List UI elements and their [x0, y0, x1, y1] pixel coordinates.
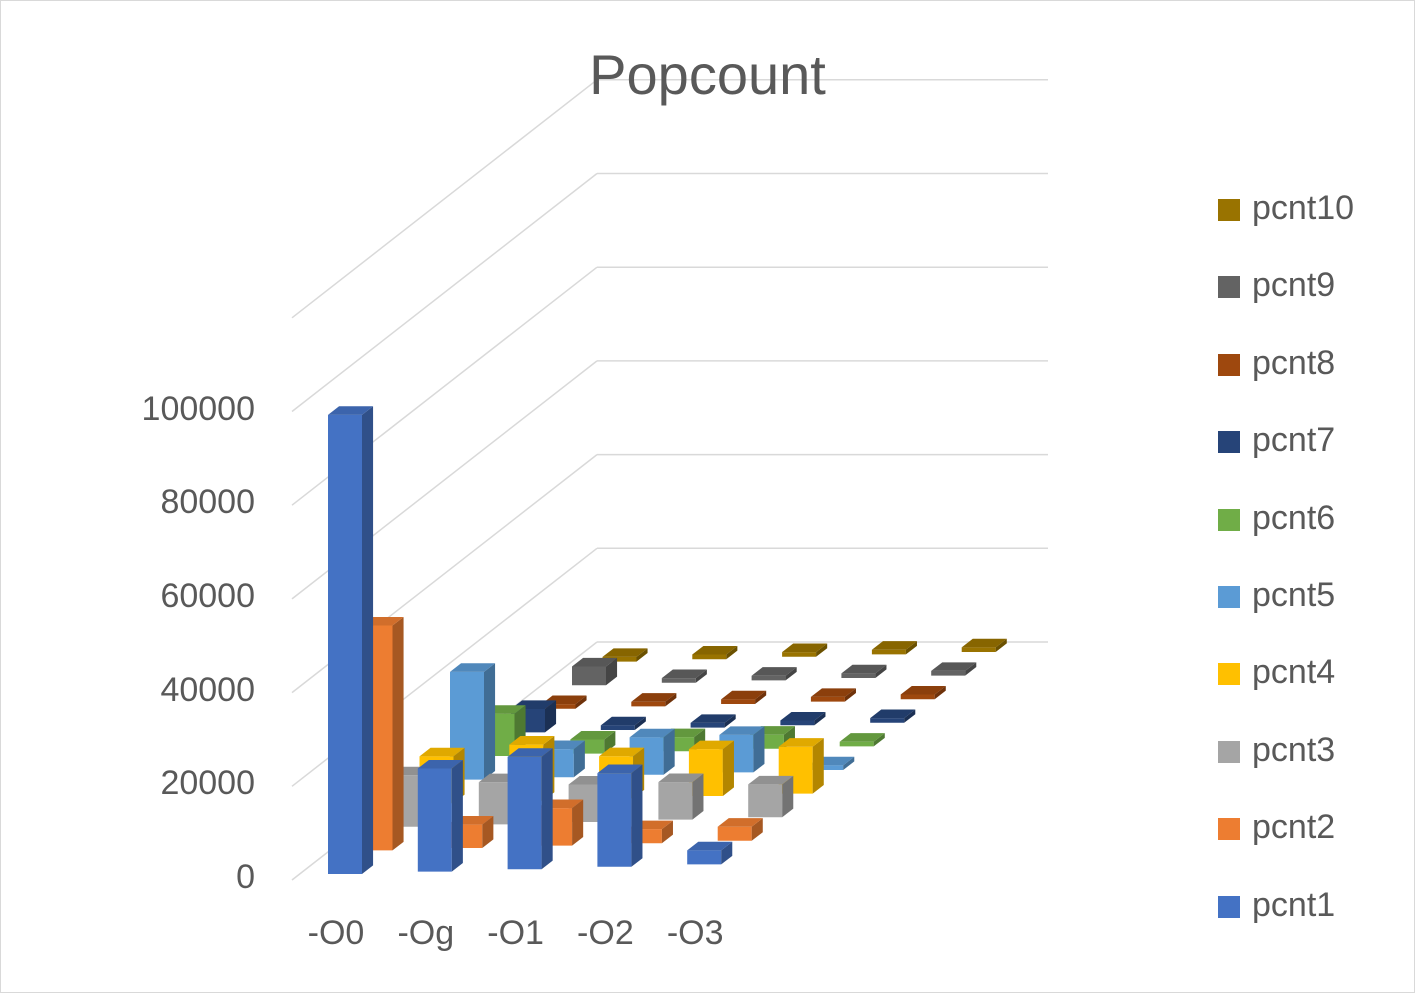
legend-swatch — [1218, 663, 1240, 686]
x-tick-label: -Og — [397, 914, 455, 952]
legend-item-pcnt2: pcnt2 — [1218, 808, 1408, 848]
legend-item-pcnt1: pcnt1 — [1218, 886, 1408, 926]
bar-pcnt7--O1 — [690, 714, 736, 728]
gridline-side — [291, 79, 598, 319]
y-tick-label: 60000 — [160, 576, 255, 615]
bar-pcnt8--O3 — [900, 685, 946, 700]
legend-item-pcnt7: pcnt7 — [1218, 421, 1408, 461]
bar-pcnt10--O1 — [782, 643, 828, 657]
bar-pcnt8--Og — [631, 693, 677, 707]
bar-pcnt9--O2 — [841, 664, 887, 678]
legend-swatch — [1218, 508, 1240, 531]
legend-swatch — [1218, 586, 1240, 608]
x-tick-label: -O0 — [307, 914, 365, 952]
bar-pcnt3--O3 — [748, 775, 794, 818]
y-tick-label: 100000 — [141, 389, 255, 428]
legend-item-pcnt4: pcnt4 — [1218, 653, 1408, 693]
legend-label: pcnt1 — [1252, 885, 1336, 924]
bar-pcnt7--O2 — [780, 711, 826, 726]
bar-pcnt9--O1 — [751, 667, 797, 681]
legend-swatch — [1218, 895, 1240, 918]
bar-pcnt10--Og — [692, 645, 738, 660]
legend-label: pcnt9 — [1252, 266, 1336, 305]
legend-swatch — [1218, 199, 1240, 221]
bar-pcnt10--O3 — [961, 638, 1007, 652]
legend-label: pcnt6 — [1252, 498, 1336, 537]
legend-label: pcnt5 — [1252, 576, 1336, 614]
legend-item-pcnt8: pcnt8 — [1218, 344, 1408, 384]
bar-pcnt1--Og — [417, 759, 463, 872]
legend-swatch — [1218, 276, 1240, 299]
bar-pcnt9--O0 — [572, 657, 618, 686]
bar-pcnt2--O3 — [717, 818, 763, 841]
bar-pcnt1--O3 — [687, 841, 733, 865]
legend-swatch — [1218, 740, 1240, 763]
bar-pcnt1--O0 — [328, 406, 374, 874]
legend-item-pcnt5: pcnt5 — [1218, 576, 1408, 616]
y-tick-label: 40000 — [160, 670, 255, 709]
bars — [328, 406, 1007, 874]
bar-pcnt9--Og — [661, 669, 707, 683]
bar-pcnt8--O1 — [721, 690, 767, 704]
legend-swatch — [1218, 353, 1240, 376]
gridline-side — [291, 172, 598, 413]
y-tick-label: 20000 — [160, 764, 255, 803]
legend-item-pcnt9: pcnt9 — [1218, 266, 1408, 306]
bar-pcnt1--O2 — [597, 764, 643, 867]
bar-pcnt3--O2 — [658, 773, 704, 820]
bar-pcnt8--O2 — [810, 688, 856, 702]
legend-item-pcnt3: pcnt3 — [1218, 731, 1408, 771]
x-tick-label: -O3 — [666, 914, 724, 952]
chart-title: Popcount — [589, 43, 826, 106]
legend-swatch — [1218, 431, 1240, 454]
bar-pcnt5--O1 — [629, 728, 675, 775]
y-tick-label: 0 — [236, 858, 255, 896]
bar-pcnt10--O2 — [871, 641, 917, 655]
bar-pcnt9--O3 — [931, 662, 977, 676]
legend-item-pcnt10: pcnt10 — [1218, 189, 1408, 229]
legend-label: pcnt4 — [1252, 653, 1336, 692]
bar-pcnt1--O1 — [507, 748, 553, 870]
legend-label: pcnt7 — [1252, 421, 1336, 460]
bar-pcnt7--Og — [600, 716, 646, 730]
x-tick-label: -O1 — [487, 914, 544, 952]
x-tick-label: -O2 — [577, 914, 634, 952]
y-tick-label: 80000 — [160, 483, 255, 522]
legend-label: pcnt2 — [1252, 808, 1336, 847]
legend-item-pcnt6: pcnt6 — [1218, 499, 1408, 539]
legend-label: pcnt3 — [1252, 730, 1336, 769]
legend-label: pcnt10 — [1252, 189, 1355, 227]
legend-label: pcnt8 — [1252, 343, 1336, 382]
legend-swatch — [1218, 818, 1240, 841]
bar-pcnt6--O3 — [839, 733, 885, 747]
bar-pcnt7--O3 — [870, 709, 916, 723]
